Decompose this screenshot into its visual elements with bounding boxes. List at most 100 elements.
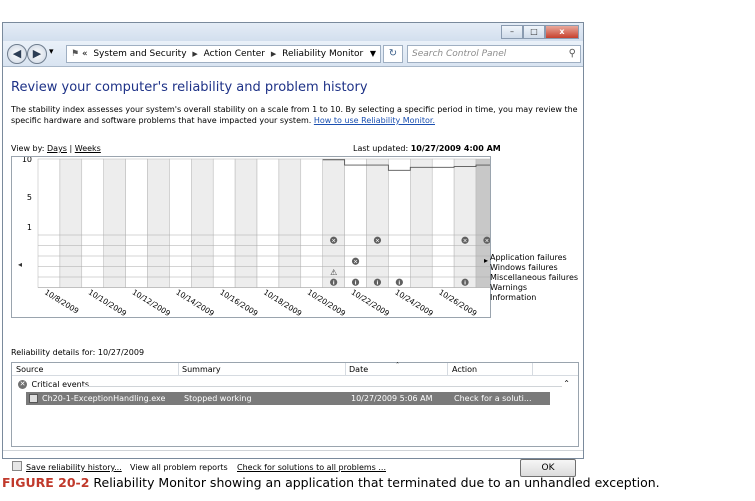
- window-controls: – □ x: [501, 25, 579, 39]
- flag-icon: ⚑: [71, 49, 80, 59]
- forward-arrow-icon[interactable]: ▶: [27, 44, 47, 64]
- breadcrumb-reliability-monitor[interactable]: Reliability Monitor: [282, 49, 364, 59]
- view-all-reports-link[interactable]: View all problem reports: [130, 463, 228, 472]
- breadcrumb-overflow[interactable]: «: [81, 49, 88, 59]
- reliability-chart[interactable]: 10 5 1 ◂ ✕ ✕ ✕ ✕ ✕ ⚠ i i i i i 10/8/2009 10/10/2009 10/12…: [11, 156, 491, 318]
- failure-icon: [330, 236, 338, 244]
- event-glyph: ✕: [485, 239, 490, 245]
- back-arrow-icon[interactable]: ◀: [7, 44, 27, 64]
- legend-warnings: Warnings: [490, 283, 528, 292]
- x-tick-label: 10/8/2009: [43, 288, 81, 316]
- legend-misc-failures: Miscellaneous failures: [490, 273, 579, 282]
- maximize-button[interactable]: □: [523, 25, 545, 39]
- row-summary: Stopped working: [184, 394, 252, 403]
- day-column: [431, 158, 455, 288]
- column-source[interactable]: Source: [16, 365, 44, 374]
- event-glyph: ✕: [353, 260, 358, 266]
- failure-icon: [461, 236, 469, 244]
- breadcrumb-system-security[interactable]: System and Security: [93, 49, 187, 59]
- scroll-right-icon[interactable]: ▸: [484, 256, 489, 265]
- column-summary[interactable]: Summary: [182, 365, 221, 374]
- critical-error-icon: ✕: [18, 380, 27, 389]
- y-tick-label: 1: [27, 223, 32, 232]
- save-icon: [12, 461, 22, 471]
- x-tick-label: 10/12/2009: [131, 288, 173, 317]
- sort-ascending-icon: ˄: [396, 362, 399, 369]
- column-action[interactable]: Action: [452, 365, 478, 374]
- x-tick-label: 10/20/2009: [306, 288, 348, 317]
- recent-pages-chevron-icon[interactable]: ▾: [49, 47, 54, 57]
- failure-icon: [351, 257, 360, 265]
- address-bar: ◀ ▶ ▾ ⚑ « System and Security ▶ Action C…: [3, 41, 583, 67]
- view-by-days-link[interactable]: Days: [47, 144, 67, 153]
- chevron-right-icon: ▶: [192, 50, 198, 58]
- view-by-separator: |: [69, 144, 73, 153]
- reliability-monitor-window: – □ x ◀ ▶ ▾ ⚑ « System and Security ▶ Ac…: [2, 22, 584, 477]
- search-input[interactable]: Search Control Panel ⚲: [407, 45, 581, 63]
- day-column: [453, 158, 477, 288]
- day-column: [59, 158, 83, 288]
- x-tick-label: 10/26/2009: [437, 288, 479, 317]
- reliability-chart-svg: 10 5 1 ◂ ✕ ✕ ✕ ✕ ✕ ⚠ i i i i i 10/8/2009 10/10/2009 10/12…: [18, 157, 490, 317]
- column-divider: [345, 363, 346, 376]
- refresh-icon[interactable]: ↻: [383, 45, 403, 63]
- y-tick-label: 10: [22, 157, 32, 164]
- day-column: [388, 158, 411, 288]
- event-glyph: ✕: [463, 239, 468, 245]
- legend-windows-failures: Windows failures: [490, 263, 558, 272]
- search-icon[interactable]: ⚲: [568, 48, 576, 59]
- day-column: [125, 158, 148, 288]
- row-date: 10/27/2009 5:06 AM: [351, 394, 433, 403]
- check-solutions-text: Check for solutions to all problems ...: [237, 463, 386, 472]
- ok-button[interactable]: OK: [520, 459, 576, 477]
- check-solutions-link[interactable]: Check for solutions to all problems ...: [237, 463, 386, 472]
- last-updated-value: 10/27/2009 4:00 AM: [410, 144, 501, 153]
- event-glyph: i: [333, 281, 335, 287]
- group-label: Critical events: [31, 380, 90, 389]
- day-column: [300, 158, 323, 288]
- day-column: [278, 158, 302, 288]
- failure-icon: [483, 236, 490, 244]
- information-icon: [330, 278, 338, 286]
- column-date[interactable]: Date: [349, 365, 369, 374]
- day-column: [37, 158, 61, 288]
- day-column: [410, 158, 433, 288]
- information-icon: [461, 278, 469, 286]
- help-link[interactable]: How to use Reliability Monitor.: [313, 116, 435, 125]
- row-action[interactable]: Check for a soluti...: [454, 394, 532, 403]
- x-tick-label: 10/10/2009: [87, 288, 129, 317]
- information-icon: [373, 278, 382, 286]
- day-column: [103, 158, 126, 288]
- legend-application-failures: Application failures: [490, 253, 567, 262]
- view-by-weeks-link[interactable]: Weeks: [74, 144, 101, 153]
- chevron-down-icon[interactable]: ▼: [369, 49, 376, 58]
- last-updated: Last updated: 10/27/2009 4:00 AM: [353, 144, 501, 153]
- page-description: The stability index assesses your system…: [11, 104, 579, 126]
- breadcrumb-action-center[interactable]: Action Center: [203, 49, 266, 59]
- day-column: [344, 158, 367, 288]
- collapse-caret-icon[interactable]: ⌃: [563, 379, 570, 388]
- breadcrumb[interactable]: ⚑ « System and Security ▶ Action Center …: [66, 45, 381, 63]
- details-label: Reliability details for: 10/27/2009: [11, 348, 145, 357]
- view-by-selector: View by: Days | Weeks: [11, 144, 101, 153]
- footer-bar: Save reliability history... View all pro…: [3, 450, 583, 480]
- close-button[interactable]: x: [545, 25, 579, 39]
- x-tick-label: 10/14/2009: [174, 288, 216, 317]
- table-row[interactable]: Ch20-1-ExceptionHandling.exe Stopped wor…: [26, 392, 550, 405]
- event-glyph: ✕: [375, 239, 380, 245]
- save-history-link[interactable]: Save reliability history...: [26, 463, 122, 472]
- minimize-button[interactable]: –: [501, 25, 523, 39]
- description-text: The stability index assesses your system…: [11, 105, 578, 125]
- day-column: [366, 158, 389, 288]
- group-critical-events[interactable]: ✕ Critical events: [18, 380, 89, 389]
- y-tick-label: 5: [27, 193, 32, 202]
- event-glyph: i: [398, 281, 400, 287]
- day-column: [234, 158, 258, 288]
- day-column: [169, 158, 192, 288]
- legend-information: Information: [490, 293, 537, 302]
- warning-icon: ⚠: [330, 268, 337, 277]
- x-tick-label: 10/24/2009: [393, 288, 435, 317]
- failure-icon: [373, 236, 382, 244]
- event-glyph: ✕: [331, 239, 336, 245]
- search-placeholder: Search Control Panel: [412, 49, 507, 59]
